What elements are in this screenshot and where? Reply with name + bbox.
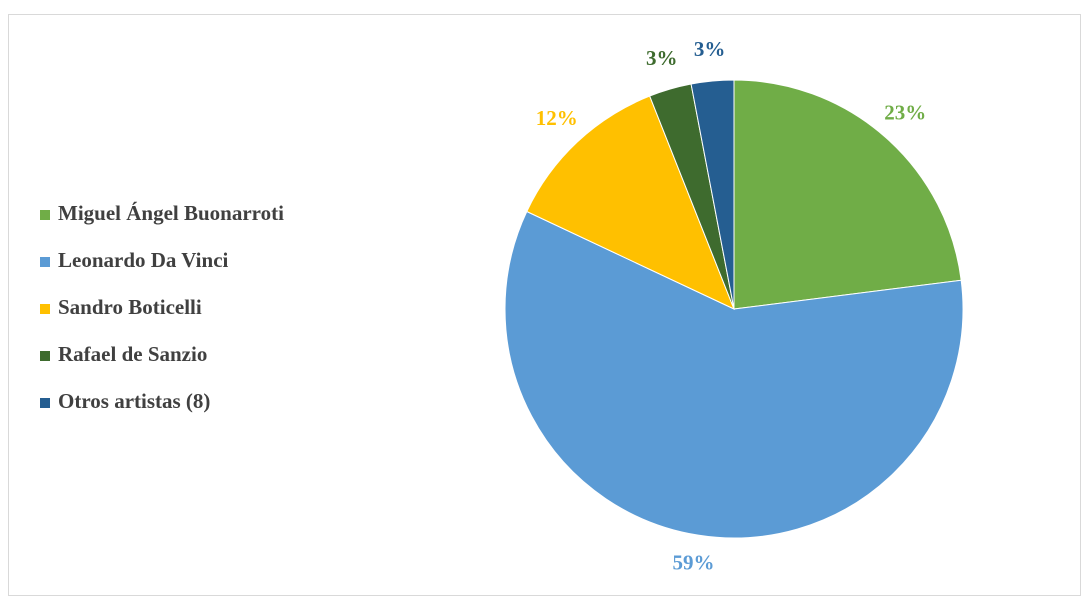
pie-slice <box>733 79 962 310</box>
data-label: 3% <box>694 37 726 61</box>
legend-label: Rafael de Sanzio <box>58 342 207 366</box>
data-label: 3% <box>646 46 678 70</box>
legend-label: Sandro Boticelli <box>58 295 202 319</box>
data-label: 59% <box>672 551 714 575</box>
legend-swatch <box>40 210 50 220</box>
legend-label: Miguel Ángel Buonarroti <box>58 201 284 225</box>
data-label: 23% <box>884 101 926 125</box>
legend-swatch <box>40 351 50 361</box>
legend-swatch <box>40 398 50 408</box>
pie-slice <box>690 79 735 310</box>
legend-label: Leonardo Da Vinci <box>58 248 229 272</box>
legend-swatch <box>40 304 50 314</box>
data-label: 12% <box>536 106 578 130</box>
pie-slice <box>504 210 964 539</box>
legend-label: Otros artistas (8) <box>58 389 210 413</box>
pie-slice <box>526 95 735 310</box>
legend-swatch <box>40 257 50 267</box>
